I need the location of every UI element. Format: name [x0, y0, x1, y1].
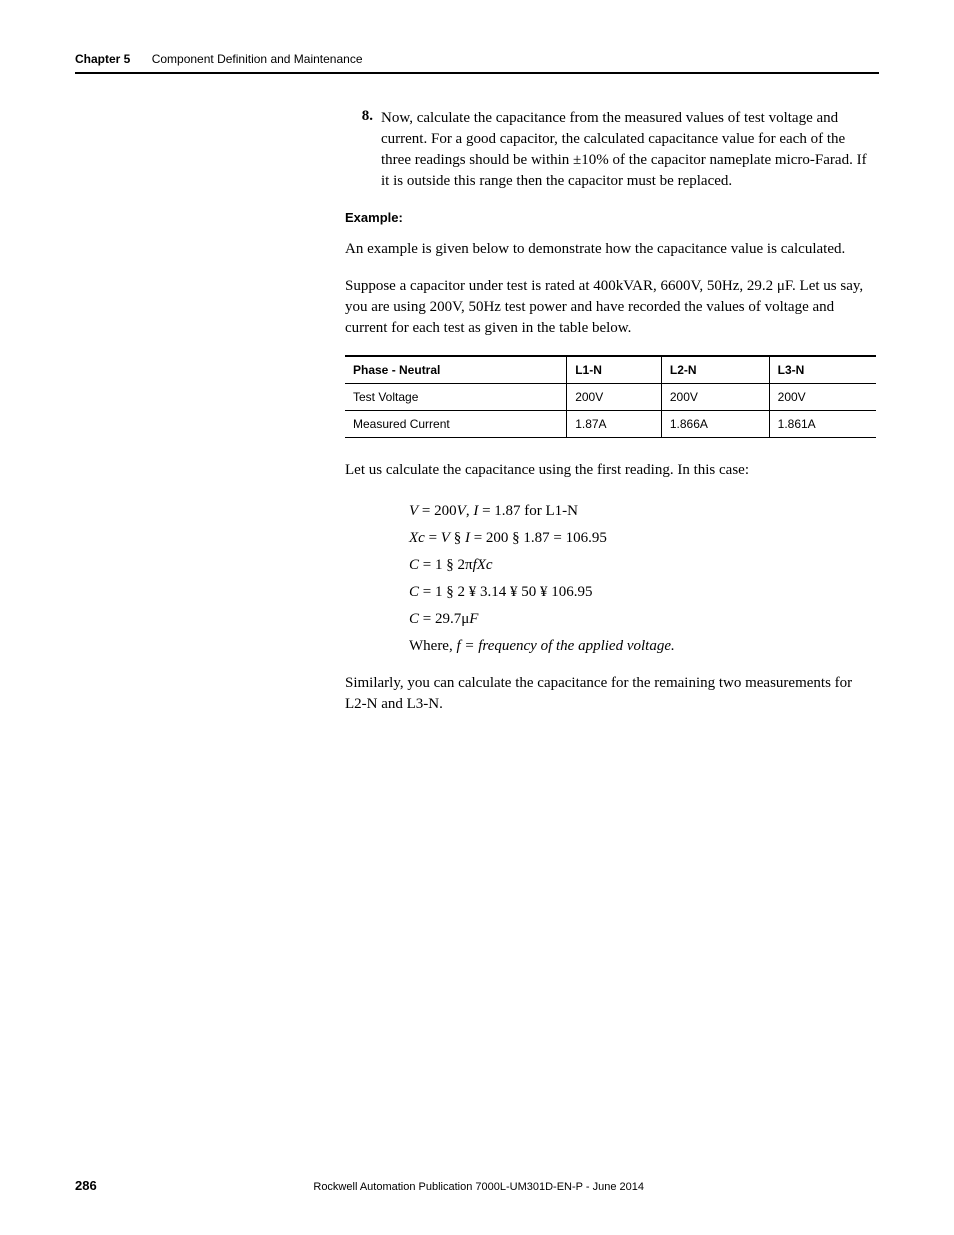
- table-cell: Test Voltage: [345, 384, 567, 411]
- table-cell: 200V: [661, 384, 769, 411]
- table-cell: 1.861A: [769, 411, 876, 438]
- step-text: Now, calculate the capacitance from the …: [381, 108, 876, 192]
- example-suppose: Suppose a capacitor under test is rated …: [345, 276, 876, 339]
- equation-line: C = 1 § 2πfXc: [409, 557, 876, 574]
- equation-line: C = 1 § 2 ¥ 3.14 ¥ 50 ¥ 106.95: [409, 584, 876, 601]
- table-header-cell: L2-N: [661, 356, 769, 384]
- closing-paragraph: Similarly, you can calculate the capacit…: [345, 673, 876, 715]
- equation-line: Xc = V § I = 200 § 1.87 = 106.95: [409, 530, 876, 547]
- example-intro: An example is given below to demonstrate…: [345, 239, 876, 260]
- table-header-cell: L1-N: [567, 356, 662, 384]
- equation-block: V = 200V, I = 1.87 for L1-N Xc = V § I =…: [409, 503, 876, 655]
- equation-line: C = 29.7μF: [409, 611, 876, 628]
- table-header-cell: Phase - Neutral: [345, 356, 567, 384]
- table-cell: 1.87A: [567, 411, 662, 438]
- table-row: Measured Current 1.87A 1.866A 1.861A: [345, 411, 876, 438]
- page-footer: 286 Rockwell Automation Publication 7000…: [75, 1178, 879, 1193]
- table-cell: 200V: [567, 384, 662, 411]
- table-cell: 1.866A: [661, 411, 769, 438]
- publication-line: Rockwell Automation Publication 7000L-UM…: [97, 1181, 861, 1193]
- table-header-cell: L3-N: [769, 356, 876, 384]
- chapter-title: Component Definition and Maintenance: [152, 52, 363, 66]
- step-number: 8.: [345, 108, 373, 192]
- table-cell: Measured Current: [345, 411, 567, 438]
- numbered-step: 8. Now, calculate the capacitance from t…: [345, 108, 876, 192]
- page-header: Chapter 5 Component Definition and Maint…: [75, 52, 879, 74]
- measurement-table: Phase - Neutral L1-N L2-N L3-N Test Volt…: [345, 355, 876, 438]
- page-content: 8. Now, calculate the capacitance from t…: [345, 108, 876, 731]
- example-heading: Example:: [345, 210, 876, 225]
- chapter-label: Chapter 5: [75, 52, 130, 66]
- table-header-row: Phase - Neutral L1-N L2-N L3-N: [345, 356, 876, 384]
- table-cell: 200V: [769, 384, 876, 411]
- equation-where: Where, f = frequency of the applied volt…: [409, 638, 876, 655]
- calc-intro: Let us calculate the capacitance using t…: [345, 460, 876, 481]
- equation-line: V = 200V, I = 1.87 for L1-N: [409, 503, 876, 520]
- table-row: Test Voltage 200V 200V 200V: [345, 384, 876, 411]
- page-number: 286: [75, 1178, 97, 1193]
